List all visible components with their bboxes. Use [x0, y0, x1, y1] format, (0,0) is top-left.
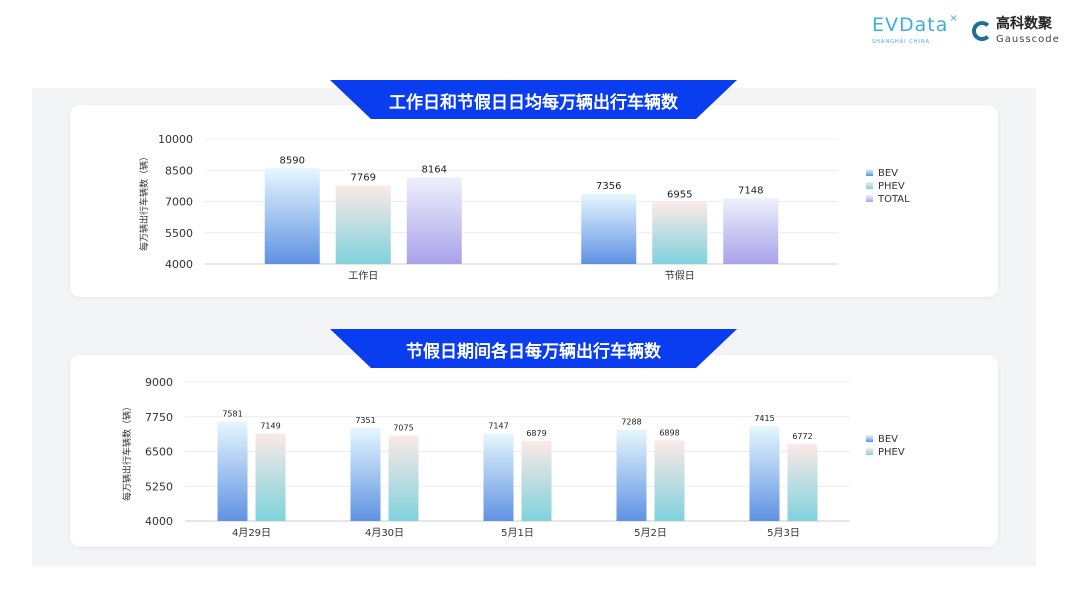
- x-tick-label: 5月1日: [501, 527, 534, 539]
- legend-swatch-total: [866, 195, 873, 202]
- x-tick-label: 5月2日: [634, 527, 667, 539]
- chart-title-banner-2: 节假日期间各日每万辆出行车辆数: [330, 329, 737, 368]
- y-axis-label: 每万辆出行车辆数（辆）: [121, 402, 133, 501]
- evdata-subtitle: SHANGHAI CHINA: [872, 39, 931, 45]
- chart-title-1: 工作日和节假日日均每万辆出行车辆数: [389, 93, 678, 113]
- legend-swatch-bev: [866, 435, 873, 442]
- y-tick-label: 4000: [165, 258, 193, 271]
- bar-phev: [787, 443, 818, 521]
- bar-bev: [616, 429, 647, 521]
- gausscode-text: 高科数聚 Gausscode: [996, 16, 1060, 46]
- gausscode-cn: 高科数聚: [996, 16, 1052, 32]
- bar-phev: [521, 440, 552, 521]
- data-label: 7149: [260, 421, 280, 430]
- bar-bev: [264, 168, 320, 264]
- legend-label: PHEV: [878, 181, 905, 192]
- data-label: 7288: [621, 418, 641, 427]
- legend-swatch-bev: [866, 169, 873, 176]
- bar-bev: [581, 194, 637, 264]
- data-label: 7415: [754, 414, 774, 423]
- bar-phev: [335, 185, 391, 264]
- bar-bev: [483, 433, 514, 521]
- bar-phev: [255, 433, 286, 521]
- evdata-text: EVData: [872, 14, 949, 36]
- data-label: 7148: [738, 185, 763, 196]
- data-label: 7075: [393, 424, 413, 433]
- y-tick-label: 7000: [165, 196, 193, 209]
- gausscode-logo: 高科数聚 Gausscode: [972, 16, 1060, 46]
- y-tick-label: 5500: [165, 227, 193, 240]
- data-label: 7351: [355, 416, 375, 425]
- y-axis-label: 每万辆出行车辆数（辆）: [138, 152, 150, 251]
- gausscode-logo-icon: [972, 21, 992, 41]
- y-tick-label: 10000: [158, 133, 193, 146]
- bar-total: [723, 198, 779, 264]
- evdata-logo: EVData× SHANGHAI CHINA: [872, 14, 959, 46]
- legend-swatch-phev: [866, 448, 873, 455]
- x-tick-label: 4月30日: [365, 527, 404, 539]
- data-label: 6955: [667, 189, 692, 200]
- x-tick-label: 4月29日: [232, 527, 271, 539]
- bar-bev: [217, 421, 248, 521]
- bar-bev: [749, 426, 780, 521]
- data-label: 8164: [422, 164, 447, 175]
- legend-label: PHEV: [878, 447, 905, 458]
- y-tick-label: 6500: [145, 446, 173, 459]
- legend-label: TOTAL: [877, 194, 910, 205]
- data-label: 6898: [659, 428, 679, 437]
- y-tick-label: 7750: [145, 411, 173, 424]
- bar-phev: [652, 202, 708, 264]
- data-label: 8590: [280, 155, 305, 166]
- data-label: 6772: [792, 432, 812, 441]
- evdata-wordmark: EVData×: [872, 13, 959, 37]
- x-tick-label: 工作日: [348, 270, 378, 282]
- bar-total: [406, 177, 462, 264]
- data-label: 6879: [526, 429, 546, 438]
- chart-title-2: 节假日期间各日每万辆出行车辆数: [406, 342, 661, 362]
- data-label: 7356: [596, 181, 621, 192]
- bar-phev: [654, 440, 685, 521]
- data-label: 7581: [222, 409, 242, 418]
- evdata-x-mark: ×: [949, 13, 959, 24]
- bar-bev: [350, 427, 381, 521]
- y-tick-label: 4000: [145, 515, 173, 528]
- bar-phev: [388, 435, 419, 521]
- data-label: 7769: [351, 172, 376, 183]
- y-tick-label: 9000: [145, 376, 173, 389]
- legend-label: BEV: [878, 168, 898, 179]
- y-tick-label: 5250: [145, 480, 173, 493]
- legend-label: BEV: [878, 434, 898, 445]
- chart-title-banner-1: 工作日和节假日日均每万辆出行车辆数: [330, 80, 737, 119]
- gausscode-en: Gausscode: [996, 34, 1060, 45]
- x-tick-label: 节假日: [665, 269, 695, 282]
- legend-swatch-phev: [866, 182, 873, 189]
- data-label: 7147: [488, 422, 508, 431]
- x-tick-label: 5月3日: [767, 527, 800, 539]
- y-tick-label: 8500: [165, 164, 193, 177]
